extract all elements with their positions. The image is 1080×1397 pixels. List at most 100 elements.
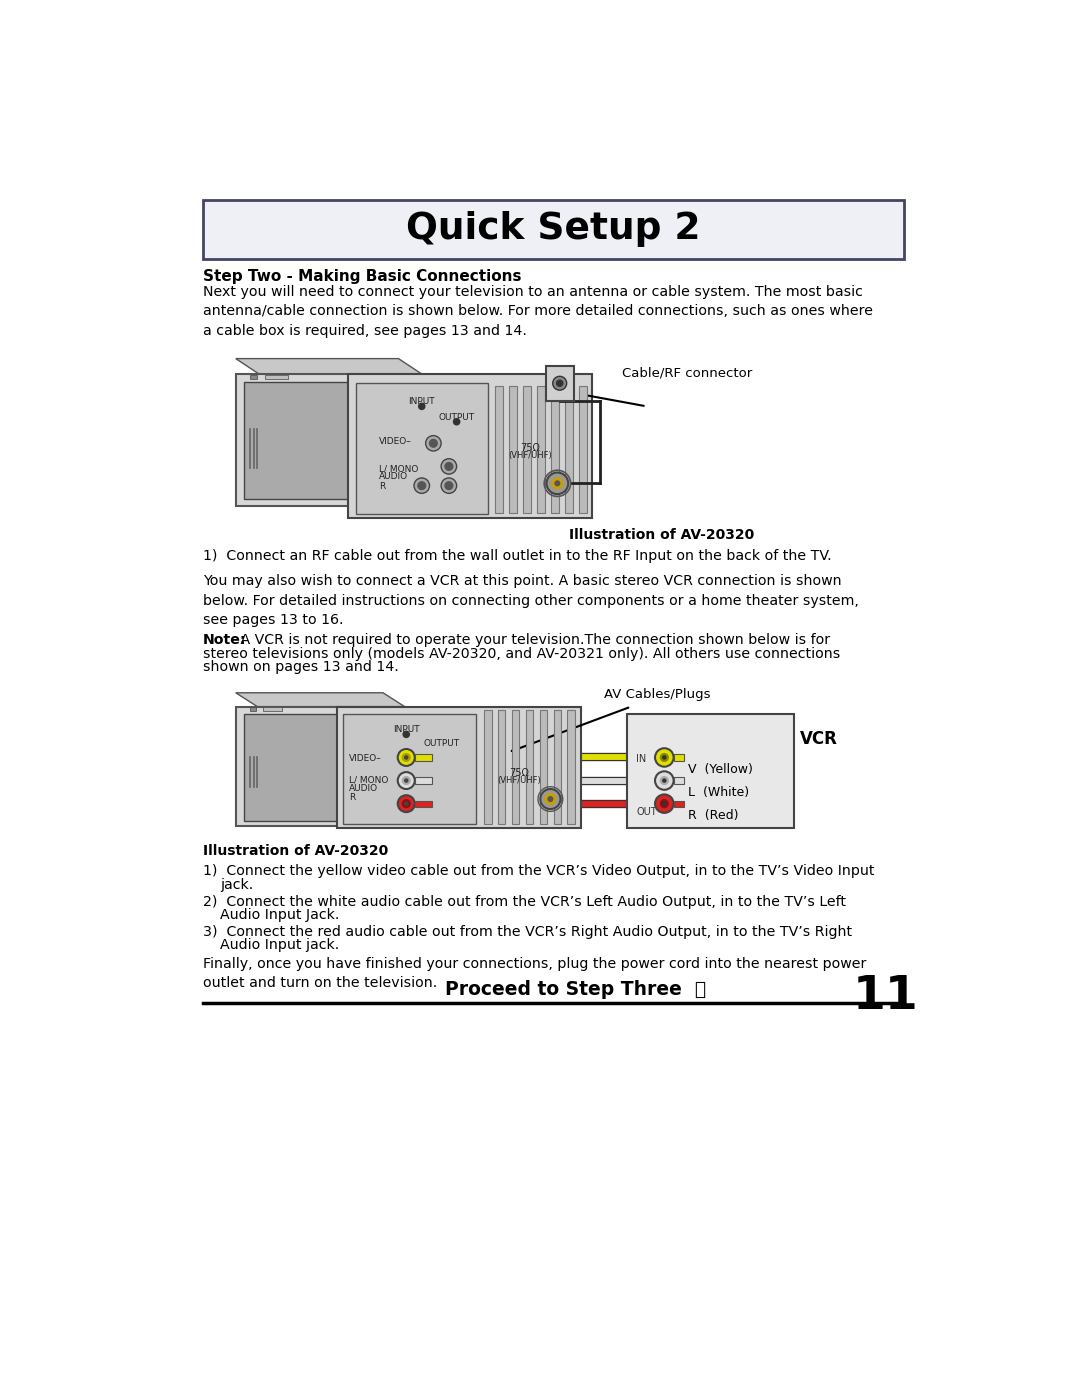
Text: OUTPUT: OUTPUT	[423, 739, 459, 747]
Text: Audio Input Jack.: Audio Input Jack.	[220, 908, 339, 922]
Text: VIDEO–: VIDEO–	[379, 437, 411, 446]
Circle shape	[656, 771, 674, 789]
Circle shape	[546, 472, 568, 495]
Bar	[243, 714, 364, 820]
Circle shape	[405, 802, 408, 805]
Bar	[262, 707, 282, 711]
Circle shape	[555, 481, 559, 486]
Bar	[415, 800, 432, 806]
Bar	[545, 366, 573, 401]
Text: (VHF/UHF): (VHF/UHF)	[509, 451, 552, 460]
Text: VCR: VCR	[800, 729, 838, 747]
Bar	[627, 714, 794, 828]
Polygon shape	[235, 693, 405, 707]
Bar	[484, 711, 491, 824]
Circle shape	[441, 478, 457, 493]
Circle shape	[418, 482, 426, 489]
Bar	[565, 386, 572, 513]
Bar	[243, 381, 375, 499]
Text: Audio Input jack.: Audio Input jack.	[220, 937, 339, 951]
Bar	[235, 707, 406, 826]
Text: V  (Yellow): V (Yellow)	[688, 763, 753, 775]
Circle shape	[540, 789, 561, 809]
Bar	[348, 374, 592, 518]
Text: You may also wish to connect a VCR at this point. A basic stereo VCR connection : You may also wish to connect a VCR at th…	[203, 574, 859, 627]
Bar	[512, 711, 519, 824]
Bar	[498, 711, 505, 824]
Text: 75Ω: 75Ω	[521, 443, 540, 453]
Text: Illustration of AV-20320: Illustration of AV-20320	[569, 528, 754, 542]
Bar	[674, 800, 685, 806]
Text: 1)  Connect an RF cable out from the wall outlet in to the RF Input on the back : 1) Connect an RF cable out from the wall…	[203, 549, 832, 563]
Bar	[342, 714, 476, 824]
Circle shape	[403, 777, 410, 784]
Text: Next you will need to connect your television to an antenna or cable system. The: Next you will need to connect your telev…	[203, 285, 874, 338]
Text: OUT: OUT	[636, 806, 657, 817]
Text: AUDIO: AUDIO	[349, 784, 378, 792]
Text: 11: 11	[852, 974, 918, 1018]
Circle shape	[419, 404, 424, 409]
Bar	[337, 707, 581, 828]
Text: R  (Red): R (Red)	[688, 809, 738, 821]
Text: (VHF/UHF): (VHF/UHF)	[498, 775, 541, 785]
Circle shape	[403, 753, 410, 761]
Bar	[540, 711, 548, 824]
Text: shown on pages 13 and 14.: shown on pages 13 and 14.	[203, 661, 399, 675]
Circle shape	[445, 482, 453, 489]
Text: Note:: Note:	[203, 633, 247, 647]
Bar	[235, 374, 422, 507]
Circle shape	[397, 773, 415, 789]
Circle shape	[661, 800, 669, 807]
Bar	[249, 374, 257, 380]
Text: INPUT: INPUT	[393, 725, 419, 733]
Text: L/ MONO: L/ MONO	[349, 775, 389, 785]
Bar	[526, 711, 534, 824]
Bar	[415, 754, 432, 760]
Circle shape	[454, 419, 460, 425]
Circle shape	[663, 756, 666, 759]
Circle shape	[656, 749, 674, 767]
Text: Proceed to Step Three  👉: Proceed to Step Three 👉	[445, 979, 706, 999]
Circle shape	[548, 796, 553, 802]
Circle shape	[397, 795, 415, 812]
Text: OUTPUT: OUTPUT	[438, 412, 475, 422]
Bar	[567, 711, 576, 824]
Circle shape	[403, 731, 409, 738]
Bar	[674, 778, 685, 784]
Bar	[249, 707, 256, 711]
Circle shape	[430, 440, 437, 447]
Circle shape	[663, 780, 666, 782]
Circle shape	[661, 777, 669, 784]
Bar	[524, 386, 531, 513]
Text: AV Cables/Plugs: AV Cables/Plugs	[604, 689, 711, 701]
Bar	[496, 386, 503, 513]
Circle shape	[405, 756, 408, 759]
Text: Step Two - Making Basic Connections: Step Two - Making Basic Connections	[203, 270, 522, 284]
Text: L/ MONO: L/ MONO	[379, 464, 419, 474]
Circle shape	[545, 793, 556, 805]
Circle shape	[556, 380, 563, 387]
Text: L  (White): L (White)	[688, 787, 748, 799]
Text: 2)  Connect the white audio cable out from the VCR’s Left Audio Output, in to th: 2) Connect the white audio cable out fro…	[203, 894, 847, 908]
Text: 3)  Connect the red audio cable out from the VCR’s Right Audio Output, in to the: 3) Connect the red audio cable out from …	[203, 925, 852, 939]
Text: Cable/RF connector: Cable/RF connector	[622, 366, 752, 380]
Circle shape	[397, 749, 415, 766]
Bar	[554, 711, 562, 824]
Circle shape	[553, 376, 567, 390]
Circle shape	[441, 458, 457, 474]
Text: IN: IN	[636, 754, 647, 764]
Circle shape	[426, 436, 441, 451]
Text: 1)  Connect the yellow video cable out from the VCR’s Video Output, in to the TV: 1) Connect the yellow video cable out fr…	[203, 865, 875, 879]
Circle shape	[663, 802, 666, 805]
Circle shape	[661, 753, 669, 761]
Bar	[579, 386, 586, 513]
Bar	[356, 383, 488, 514]
Bar	[674, 754, 685, 760]
Text: Quick Setup 2: Quick Setup 2	[406, 211, 701, 247]
Text: 75Ω: 75Ω	[510, 768, 529, 778]
Polygon shape	[235, 359, 422, 374]
Text: Finally, once you have finished your connections, plug the power cord into the n: Finally, once you have finished your con…	[203, 957, 866, 990]
Bar	[415, 778, 432, 784]
Text: R: R	[379, 482, 386, 490]
Circle shape	[552, 478, 563, 489]
